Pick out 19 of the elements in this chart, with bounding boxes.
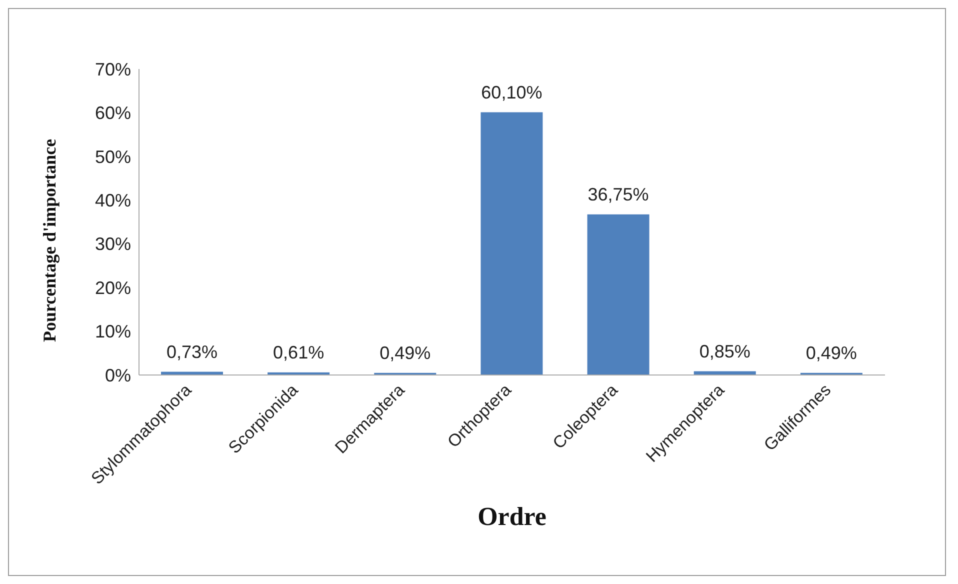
y-tick-label: 10%: [94, 322, 131, 342]
data-label: 60,10%: [481, 82, 542, 102]
data-label: 0,73%: [166, 342, 218, 362]
y-tick-label: 40%: [94, 190, 131, 211]
data-label: 36,75%: [588, 184, 649, 204]
y-tick-label: 50%: [94, 146, 131, 167]
y-tick-label: 60%: [94, 103, 131, 124]
x-axis-title: Ordre: [478, 502, 546, 531]
y-axis-title: Pourcentage d'importance: [39, 138, 60, 342]
data-label: 0,85%: [699, 341, 750, 362]
bar: [587, 214, 650, 375]
bar: [480, 112, 543, 375]
data-label: 0,49%: [806, 342, 857, 363]
y-tick-label: 70%: [94, 59, 131, 80]
y-tick-label: 20%: [94, 278, 131, 298]
data-label: 0,49%: [380, 342, 431, 363]
y-tick-label: 0%: [104, 365, 131, 386]
y-tick-label: 30%: [94, 234, 131, 254]
data-label: 0,61%: [273, 342, 324, 362]
